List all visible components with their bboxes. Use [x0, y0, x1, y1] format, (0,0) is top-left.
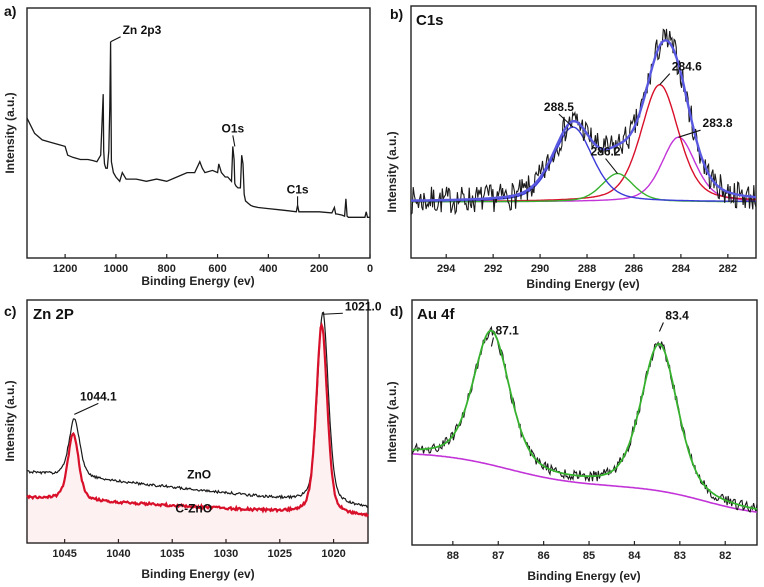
- panel-a-annotations: Zn 2p3 O1s C1s: [110, 23, 309, 206]
- panel-d-xtick-label-2: 86: [538, 550, 550, 562]
- panel-b-anno-arrow-3: [678, 129, 701, 138]
- panel-c-series-C-ZnO: [26, 321, 369, 518]
- panel-c-xtick-label-0: 1045: [52, 548, 76, 560]
- panel-a-anno-label-0: Zn 2p3: [123, 23, 162, 37]
- panel-a-anno-label-1: O1s: [221, 121, 244, 135]
- panel-d-background: [412, 453, 758, 513]
- panel-b-xtick-label-2: 290: [531, 263, 549, 275]
- panel-c-series-label-0: ZnO: [187, 467, 211, 481]
- panel-a-xtick-label-6: 0: [367, 263, 373, 275]
- panel-d-anno-arrow-0: [490, 337, 494, 347]
- panel-a-series: [26, 41, 370, 218]
- panel-c-anno-label-0: 1044.1: [80, 389, 117, 403]
- panel-d-xtick-label-5: 83: [674, 550, 686, 562]
- panel-c-series-label-1: C-ZnO: [175, 501, 212, 515]
- panel-c-anno-arrow-1: [322, 312, 343, 315]
- panel-c-title: Zn 2P: [33, 306, 74, 323]
- panel-c-xtick-label-3: 1030: [214, 548, 238, 560]
- panel-c-xtick-label-5: 1020: [321, 548, 345, 560]
- panel-a-xtick-label-5: 200: [310, 263, 328, 275]
- panel-a-xtick-label-3: 600: [208, 263, 226, 275]
- panel-b-plot-area: [410, 5, 757, 259]
- panel-c-anno-arrow-0: [74, 402, 99, 415]
- panel-b-anno-arrow-1: [605, 158, 618, 174]
- panel-c-letter: c): [4, 303, 16, 319]
- panel-b-series: [410, 28, 757, 216]
- panel-b-anno-label-2: 284.6: [672, 60, 702, 74]
- panel-b-xtick-label-1: 292: [484, 263, 502, 275]
- panel-a-anno-arrow-0: [110, 36, 121, 43]
- panel-b-fit-envelope: [411, 39, 757, 202]
- panel-b-anno-label-3: 283.8: [703, 116, 733, 130]
- panel-b-anno-arrow-2: [659, 73, 671, 86]
- panel-d-letter: d): [390, 303, 403, 319]
- panel-d-ticks: 88 87 86 85 84 83 82: [447, 541, 731, 562]
- panel-b-xtick-label-0: 294: [437, 263, 456, 275]
- panel-b-letter: b): [390, 6, 403, 22]
- panel-c: c) Zn 2P 1045 1040 1035 1030 1025 1020 ZnO C-Z…: [3, 299, 382, 581]
- panel-c-xlabel: Binding Energy (ev): [141, 567, 254, 581]
- panel-d-fit: [411, 329, 758, 510]
- panel-d-series: [411, 325, 758, 513]
- panel-b-ticks: 294 292 290 288 286 284 282: [437, 254, 737, 275]
- panel-d-title: Au 4f: [417, 306, 456, 323]
- panel-d-anno-label-1: 83.4: [665, 309, 689, 323]
- panel-d-xtick-label-0: 88: [447, 550, 459, 562]
- panel-d-xtick-label-1: 87: [492, 550, 504, 562]
- panel-d-ylabel: Intensity (a.u.): [385, 381, 399, 462]
- panel-a: a) 1200 1000 800 600 400 200 0 Zn 2p3 O1s C1s Bi…: [3, 3, 373, 288]
- panel-c-xtick-label-1: 1040: [106, 548, 130, 560]
- panel-c-plot-area: [26, 299, 369, 544]
- panel-d-annotations: 87.1 83.4: [490, 309, 689, 347]
- panel-d-anno-label-0: 87.1: [495, 324, 519, 338]
- panel-b-component-284.6: [411, 83, 757, 203]
- panel-c-annotations: 1044.1 1021.0: [74, 299, 382, 415]
- panel-a-xtick-label-2: 800: [158, 263, 176, 275]
- panel-b-anno-label-1: 286.2: [591, 145, 621, 159]
- panel-a-plot-area: [26, 7, 371, 259]
- panel-c-ylabel: Intensity (a.u.): [3, 380, 17, 461]
- panel-a-xtick-label-0: 1200: [53, 263, 77, 275]
- panel-d-raw-data: [411, 325, 758, 513]
- panel-a-anno-label-2: C1s: [287, 182, 309, 196]
- panel-c-anno-label-1: 1021.0: [345, 299, 382, 313]
- panel-d: d) Au 4f 88 87 86 85 84 83 82 87.1 83.4 Binding…: [385, 299, 758, 583]
- panel-c-xtick-label-2: 1035: [160, 548, 184, 560]
- panel-c-series: ZnO C-ZnO: [26, 311, 369, 543]
- panel-d-xtick-label-6: 82: [719, 550, 731, 562]
- panel-b-xtick-label-4: 286: [625, 263, 643, 275]
- panel-b-ylabel: Intensity (a.u.): [385, 131, 399, 212]
- panel-a-series-survey: [26, 41, 370, 218]
- panel-d-xlabel: Binding Energy (ev): [527, 569, 640, 583]
- panel-c-ticks: 1045 1040 1035 1030 1025 1020: [52, 539, 346, 560]
- panel-c-xtick-label-4: 1025: [268, 548, 292, 560]
- panel-c-fill-C-ZnO: [27, 325, 368, 543]
- panel-d-xtick-label-4: 84: [628, 550, 641, 562]
- panel-b-annotations: 288.5 286.2 284.6 283.8: [544, 60, 733, 174]
- panel-a-letter: a): [4, 3, 16, 19]
- panel-a-xlabel: Binding Energy (ev): [141, 274, 254, 288]
- panel-b-anno-arrow-0: [558, 113, 574, 128]
- panel-d-plot-area: [411, 299, 758, 546]
- panel-b-xtick-label-5: 284: [672, 263, 691, 275]
- panel-a-ylabel: Intensity (a.u.): [3, 92, 17, 173]
- panel-b-title: C1s: [416, 12, 444, 29]
- panel-b-anno-label-0: 288.5: [544, 100, 574, 114]
- panel-a-ticks: 1200 1000 800 600 400 200 0: [53, 254, 373, 275]
- panel-a-anno-arrow-1: [232, 135, 236, 147]
- panel-d-xtick-label-3: 85: [583, 550, 595, 562]
- panel-a-xtick-label-4: 400: [259, 263, 277, 275]
- panel-b: b) C1s 294 292 290 288 286 284 282 288.5286.22…: [385, 5, 757, 291]
- panel-d-anno-arrow-1: [658, 322, 664, 332]
- panel-a-xtick-label-1: 1000: [104, 263, 128, 275]
- panel-b-xtick-label-6: 282: [719, 263, 737, 275]
- panel-b-xtick-label-3: 288: [578, 263, 596, 275]
- panel-b-xlabel: Binding Energy (ev): [526, 277, 639, 291]
